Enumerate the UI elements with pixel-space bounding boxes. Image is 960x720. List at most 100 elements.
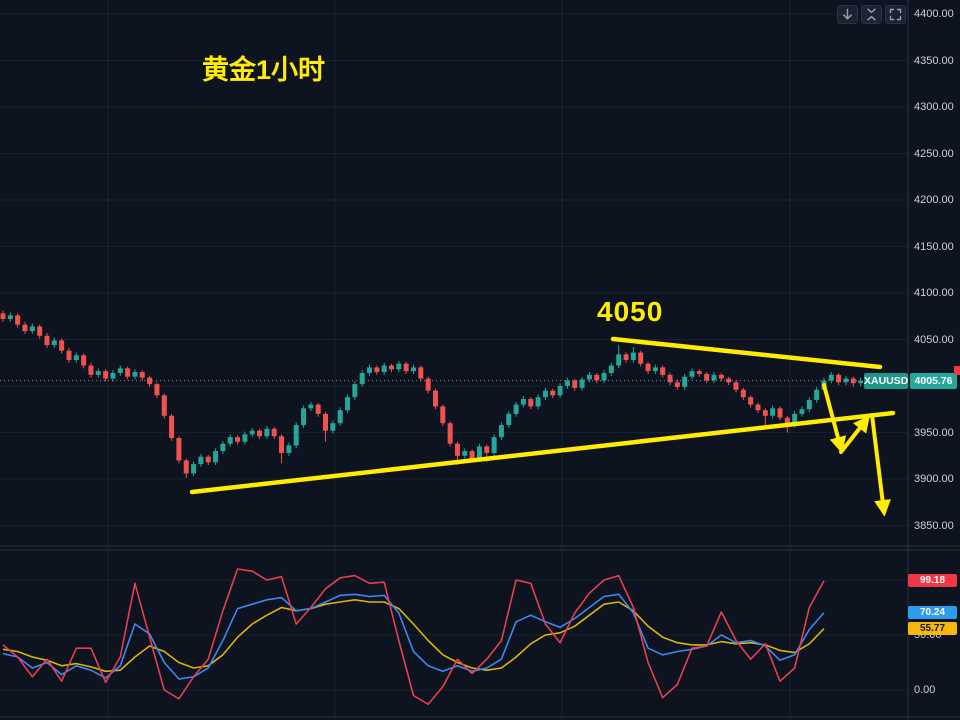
candle-body bbox=[682, 376, 688, 387]
price-tick-label: 3950.00 bbox=[914, 426, 954, 439]
candle-body bbox=[198, 456, 204, 465]
candle-body bbox=[176, 438, 182, 461]
candle-body bbox=[645, 363, 651, 372]
candle-body bbox=[110, 372, 116, 379]
candle-body bbox=[469, 451, 475, 459]
candle-body bbox=[858, 380, 864, 384]
candle-body bbox=[616, 354, 622, 366]
candle-body bbox=[73, 355, 79, 360]
candle-body bbox=[88, 365, 94, 375]
candle-body bbox=[660, 367, 666, 375]
candle-body bbox=[279, 436, 285, 453]
candle-body bbox=[755, 404, 761, 411]
candle-body bbox=[286, 445, 292, 453]
candlestick-series bbox=[0, 310, 864, 479]
candle-body bbox=[191, 464, 197, 474]
candle-body bbox=[718, 374, 724, 379]
drop-arrow-1[interactable] bbox=[822, 383, 847, 454]
price-tick-label: 4250.00 bbox=[914, 147, 954, 160]
candle-body bbox=[557, 386, 563, 396]
candle-body bbox=[564, 380, 570, 386]
candle-body bbox=[403, 363, 409, 372]
candle-body bbox=[454, 443, 460, 456]
pane-buttons bbox=[837, 5, 906, 24]
candle-body bbox=[323, 413, 329, 431]
price-tick-label: 3900.00 bbox=[914, 473, 954, 485]
candle-body bbox=[257, 430, 263, 437]
candle-body bbox=[227, 437, 233, 444]
candle-body bbox=[601, 372, 607, 381]
candle-body bbox=[506, 413, 512, 426]
kdj-k-line bbox=[2, 593, 825, 680]
axis-price-marker bbox=[954, 366, 960, 375]
candle-body bbox=[579, 379, 585, 388]
candle-body bbox=[213, 451, 219, 463]
ascending-support-line[interactable] bbox=[189, 410, 896, 495]
kdj-indicator-lines bbox=[2, 568, 825, 706]
price-tick-label: 4300.00 bbox=[914, 101, 954, 113]
candle-body bbox=[132, 372, 138, 377]
candle-body bbox=[22, 324, 28, 332]
candle-body bbox=[337, 410, 343, 424]
candle-body bbox=[117, 368, 123, 373]
candle-body bbox=[103, 371, 109, 379]
maximize-icon bbox=[889, 8, 902, 21]
candle-body bbox=[95, 371, 101, 375]
price-tick-label: 4200.00 bbox=[914, 194, 954, 206]
candle-body bbox=[784, 417, 790, 426]
price-tick-label: 3850.00 bbox=[914, 519, 954, 532]
price-tick-label: 4100.00 bbox=[914, 287, 954, 299]
candle-body bbox=[535, 397, 541, 407]
candle-body bbox=[696, 371, 702, 374]
candle-body bbox=[792, 413, 798, 426]
candle-body bbox=[169, 415, 175, 439]
symbol-label: XAUUSD bbox=[864, 374, 909, 387]
candle-body bbox=[139, 372, 145, 378]
candle-body bbox=[418, 367, 424, 379]
candle-body bbox=[814, 389, 820, 400]
candle-body bbox=[249, 430, 255, 435]
drop-arrow-2[interactable] bbox=[870, 413, 891, 517]
candle-body bbox=[513, 404, 519, 414]
candle-body bbox=[542, 390, 548, 398]
candle-body bbox=[484, 446, 490, 453]
candle-body bbox=[374, 367, 380, 373]
candle-body bbox=[66, 350, 72, 360]
candle-body bbox=[44, 335, 50, 346]
candle-body bbox=[396, 363, 402, 370]
level-label-annotation[interactable]: 4050 bbox=[597, 296, 664, 327]
candle-body bbox=[242, 434, 248, 442]
maximize-pane-button[interactable] bbox=[885, 5, 906, 24]
collapse-pane-button[interactable] bbox=[861, 5, 882, 24]
candle-body bbox=[594, 374, 600, 381]
last-price-badge: 4005.76 bbox=[910, 372, 957, 389]
chart-title-annotation[interactable]: 黄金1小时 bbox=[202, 55, 326, 85]
kdj-j-value-badge: 99.18 bbox=[908, 574, 957, 588]
candle-body bbox=[271, 428, 277, 437]
user-drawings[interactable] bbox=[189, 336, 896, 517]
candle-body bbox=[850, 378, 856, 384]
kdj-k-value-badge: 70.24 bbox=[908, 606, 957, 620]
candle-body bbox=[15, 315, 21, 325]
bounce-arrow[interactable] bbox=[839, 415, 870, 454]
candle-body bbox=[381, 365, 387, 373]
candle-body bbox=[125, 368, 131, 377]
gridlines bbox=[0, 0, 908, 717]
price-tick-label: 4150.00 bbox=[914, 240, 954, 253]
move-pane-down-button[interactable] bbox=[837, 5, 858, 24]
candle-body bbox=[689, 371, 695, 377]
candle-body bbox=[572, 380, 578, 388]
candle-body bbox=[345, 397, 351, 411]
price-tick-label: 4050.00 bbox=[914, 333, 954, 346]
candle-body bbox=[315, 404, 321, 414]
descending-resistance-line[interactable] bbox=[610, 336, 883, 370]
last-price-value: 4005.76 bbox=[914, 374, 953, 387]
candle-body bbox=[0, 313, 6, 320]
candle-body bbox=[491, 437, 497, 453]
candle-body bbox=[528, 399, 534, 407]
price-tick-label: 4400.00 bbox=[914, 8, 954, 20]
candle-body bbox=[843, 378, 849, 383]
candle-body bbox=[37, 326, 43, 336]
